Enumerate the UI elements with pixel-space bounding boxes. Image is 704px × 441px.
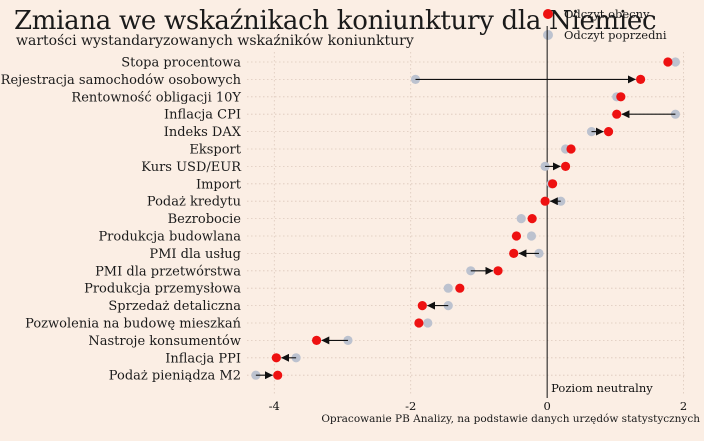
x-tick-label: 2 bbox=[680, 399, 687, 413]
category-label: Nastroje konsumentów bbox=[88, 334, 241, 349]
current-value-dot bbox=[603, 127, 614, 137]
category-label: Indeks DAX bbox=[164, 125, 242, 140]
current-value-dot bbox=[273, 370, 283, 380]
current-value-dot bbox=[527, 214, 537, 224]
category-label: Eksport bbox=[189, 143, 241, 158]
legend-label-current: Odczyt obecny bbox=[564, 6, 650, 21]
legend-item-previous: Odczyt poprzedni bbox=[543, 24, 667, 45]
current-value-dot bbox=[417, 301, 427, 311]
x-tick-label: -2 bbox=[405, 399, 416, 413]
category-label: Bezrobocie bbox=[168, 212, 242, 227]
chart-subtitle: wartości wystandaryzowanych wskaźników k… bbox=[16, 33, 414, 49]
current-value-dot bbox=[616, 92, 626, 102]
current-value-dot bbox=[566, 144, 576, 154]
current-value-dot bbox=[414, 318, 424, 328]
previous-value-dot bbox=[516, 214, 526, 224]
previous-value-dot bbox=[251, 370, 261, 380]
legend-item-current: Odczyt obecny bbox=[543, 3, 667, 24]
current-value-dot bbox=[560, 161, 571, 171]
previous-value-dot bbox=[526, 231, 537, 241]
legend-swatch-current bbox=[543, 8, 553, 19]
x-tick-label: 0 bbox=[543, 399, 550, 413]
current-value-dot bbox=[540, 196, 550, 206]
category-label: Sprzedaż detaliczna bbox=[108, 299, 241, 314]
source-caption: Opracowanie PB Analizy, na podstawie dan… bbox=[321, 413, 700, 425]
category-label: Inflacja CPI bbox=[164, 108, 241, 123]
current-value-dot bbox=[509, 248, 519, 258]
category-label: Podaż kredytu bbox=[147, 195, 241, 210]
category-label: Import bbox=[196, 177, 242, 192]
category-label: Produkcja budowlana bbox=[98, 230, 241, 245]
legend-swatch-previous bbox=[543, 29, 553, 40]
current-value-dot bbox=[511, 231, 522, 241]
category-label: Stopa procentowa bbox=[121, 56, 241, 71]
category-label: Rentowność obligacji 10Y bbox=[71, 90, 241, 105]
previous-value-dot bbox=[670, 57, 681, 67]
current-value-dot bbox=[548, 179, 558, 189]
category-label: Inflacja PPI bbox=[165, 351, 241, 366]
legend-label-previous: Odczyt poprzedni bbox=[564, 27, 667, 42]
previous-value-dot bbox=[443, 283, 453, 293]
neutral-reference-label: Poziom neutralny bbox=[551, 381, 653, 395]
current-value-dot bbox=[493, 266, 503, 276]
x-tick-label: -4 bbox=[269, 399, 280, 413]
current-value-dot bbox=[636, 74, 646, 84]
current-value-dot bbox=[663, 57, 673, 67]
category-label: Produkcja przemysłowa bbox=[84, 282, 241, 297]
current-value-dot bbox=[311, 335, 322, 345]
category-label: PMI dla usług bbox=[149, 247, 241, 262]
category-label: Podaż pieniądza M2 bbox=[109, 369, 241, 384]
category-label: Rejestracja samochodów osobowych bbox=[1, 73, 242, 88]
current-value-dot bbox=[455, 283, 465, 293]
current-value-dot bbox=[612, 109, 622, 119]
category-label: Kurs USD/EUR bbox=[141, 160, 242, 175]
category-label: PMI dla przetwórstwa bbox=[95, 264, 241, 279]
current-value-dot bbox=[271, 353, 281, 363]
previous-value-dot bbox=[423, 318, 433, 328]
legend: Odczyt obecny Odczyt poprzedni bbox=[543, 3, 667, 45]
category-label: Pozwolenia na budowę mieszkań bbox=[25, 317, 241, 332]
